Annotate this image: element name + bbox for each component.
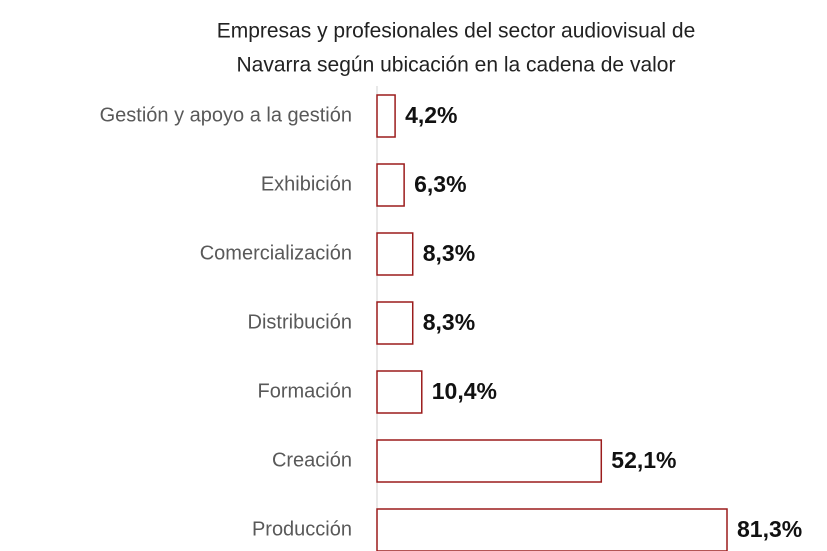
bar (376, 232, 414, 276)
y-tick-label: Formación (258, 380, 352, 402)
value-label: 52,1% (611, 447, 676, 473)
bar (376, 439, 603, 483)
y-tick-label: Gestión y apoyo a la gestión (100, 104, 352, 126)
bar (376, 301, 414, 345)
value-label: 4,2% (405, 102, 457, 128)
chart-title: Empresas y profesionales del sector audi… (217, 20, 696, 43)
bar (376, 163, 405, 207)
y-tick-label: Exhibición (261, 173, 352, 195)
bar (376, 94, 396, 138)
bar (376, 508, 728, 551)
y-tick-label: Creación (272, 449, 352, 471)
value-label: 81,3% (737, 516, 802, 542)
value-label: 8,3% (423, 309, 475, 335)
bar (376, 370, 423, 414)
value-label: 10,4% (432, 378, 497, 404)
value-label: 8,3% (423, 240, 475, 266)
y-tick-label: Comercialización (200, 242, 352, 264)
y-tick-label: Distribución (248, 311, 352, 333)
value-label: 6,3% (414, 171, 466, 197)
y-tick-label: Producción (252, 518, 352, 540)
chart-title: Navarra según ubicación en la cadena de … (237, 54, 676, 77)
